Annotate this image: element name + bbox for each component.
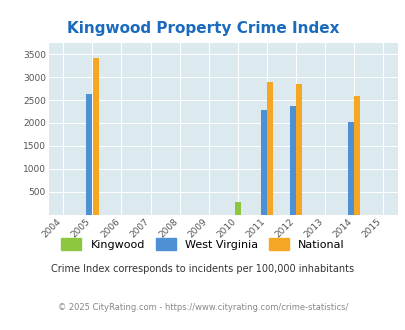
Bar	[347, 122, 353, 214]
Bar	[234, 202, 240, 214]
Bar	[86, 94, 92, 214]
Text: Kingwood Property Crime Index: Kingwood Property Crime Index	[66, 21, 339, 36]
Bar	[354, 96, 360, 214]
Bar	[296, 84, 301, 214]
Bar	[266, 82, 273, 214]
Bar	[289, 106, 295, 214]
Text: © 2025 CityRating.com - https://www.cityrating.com/crime-statistics/: © 2025 CityRating.com - https://www.city…	[58, 303, 347, 312]
Bar	[92, 58, 98, 214]
Bar	[260, 110, 266, 214]
Text: Crime Index corresponds to incidents per 100,000 inhabitants: Crime Index corresponds to incidents per…	[51, 264, 354, 274]
Legend: Kingwood, West Virginia, National: Kingwood, West Virginia, National	[61, 238, 344, 250]
